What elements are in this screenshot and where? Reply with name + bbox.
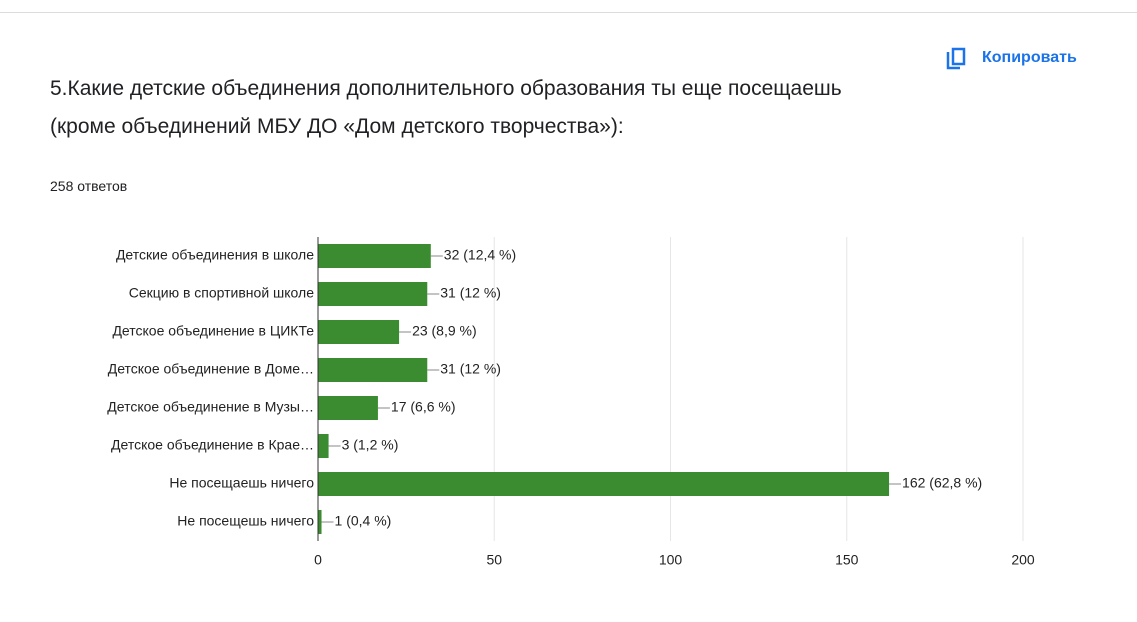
- copy-icon: [946, 47, 966, 70]
- card: [0, 12, 1137, 622]
- copy-button[interactable]: Копировать: [944, 46, 1077, 70]
- chart-title: 5.Какие детские объединения дополнительн…: [50, 77, 842, 138]
- copy-label[interactable]: Копировать: [982, 49, 1077, 66]
- response-count: 258 ответов: [50, 178, 128, 194]
